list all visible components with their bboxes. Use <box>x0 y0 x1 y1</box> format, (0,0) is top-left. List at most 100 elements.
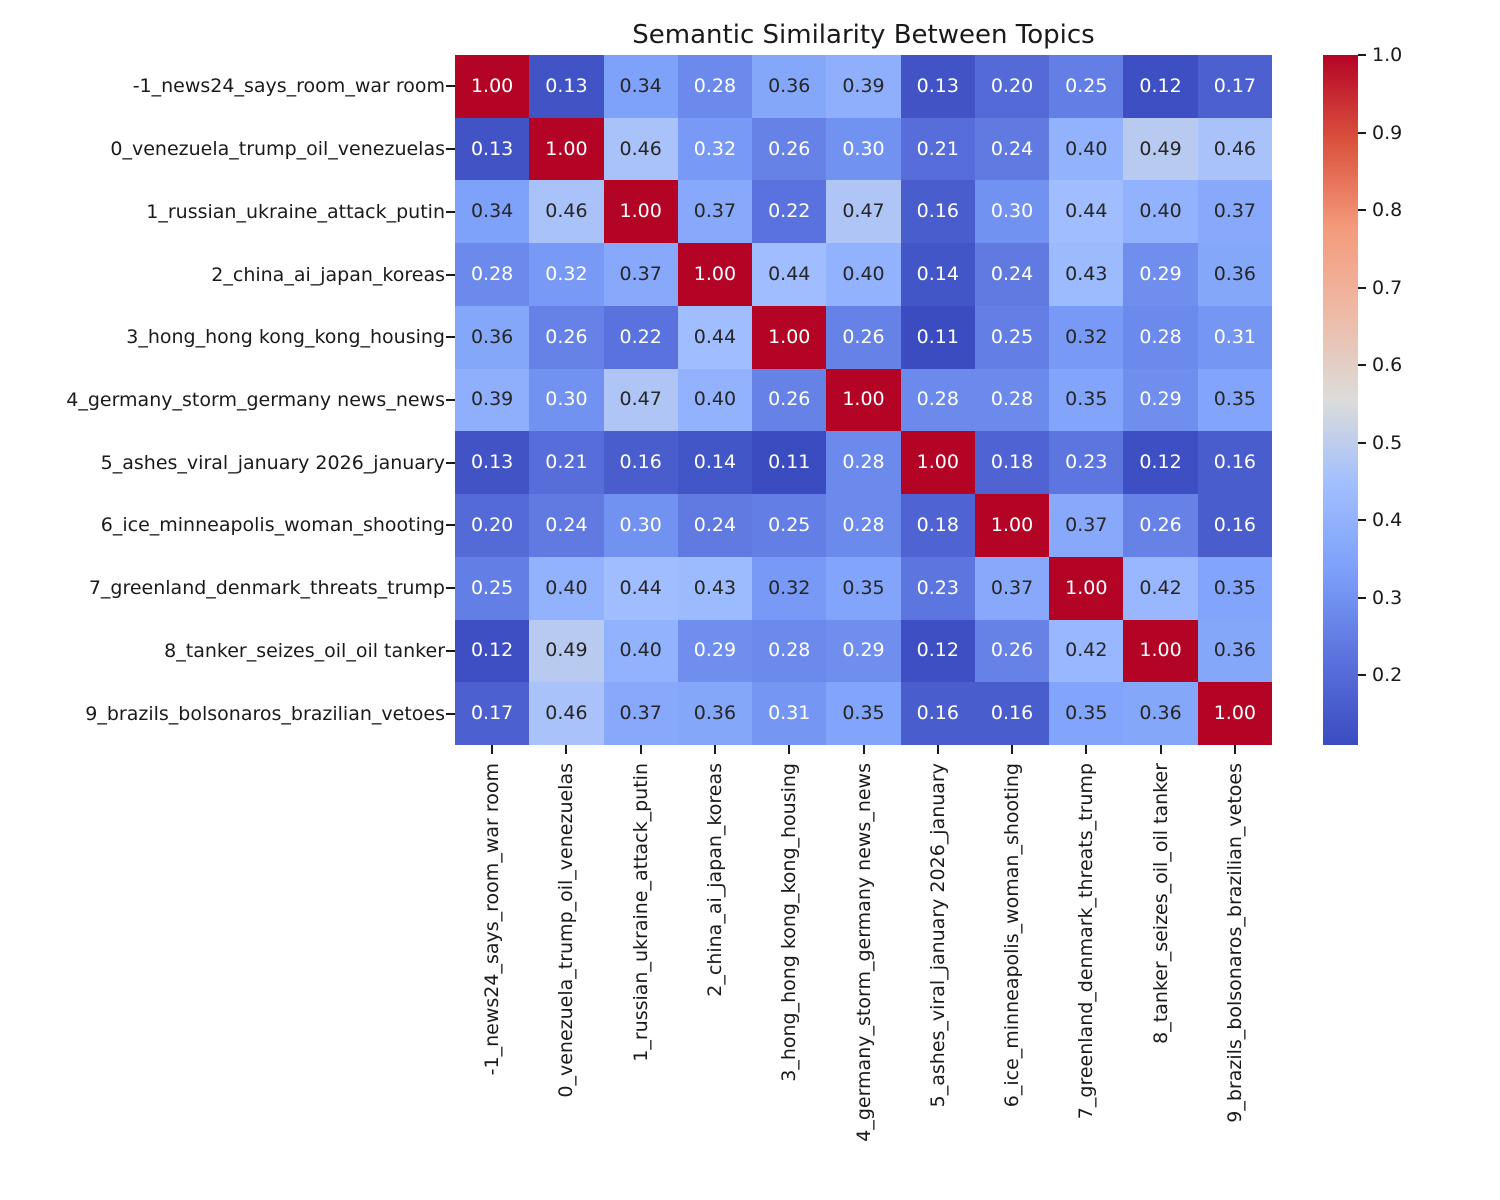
heatmap-cell: 0.18 <box>974 431 1050 495</box>
heatmap-cell: 0.28 <box>826 431 901 495</box>
heatmap-cell: 0.40 <box>677 368 753 432</box>
heatmap-cell: 0.26 <box>752 117 827 181</box>
heatmap-cell: 0.30 <box>603 494 678 557</box>
heatmap-cell: 0.36 <box>677 682 753 745</box>
heatmap-cell: 0.32 <box>677 117 753 181</box>
x-tick-mark <box>1011 745 1014 754</box>
heatmap-cell: 0.23 <box>900 556 975 620</box>
heatmap-cell: 0.13 <box>455 117 530 181</box>
heatmap-cell: 1.00 <box>455 55 530 118</box>
heatmap-cell: 0.17 <box>1197 55 1272 118</box>
heatmap-cell: 0.28 <box>974 368 1050 432</box>
heatmap-cell: 0.28 <box>826 494 901 557</box>
heatmap-cell: 0.36 <box>1197 243 1272 306</box>
colorbar-tick-mark <box>1358 364 1366 367</box>
heatmap-cell: 0.25 <box>1049 55 1124 118</box>
heatmap-cell: 0.46 <box>1197 117 1272 181</box>
colorbar-tick-mark <box>1358 674 1366 677</box>
heatmap-cell: 0.44 <box>1049 180 1124 244</box>
y-tick-label: 1_russian_ukraine_attack_putin <box>146 200 445 223</box>
heatmap-cell: 0.26 <box>752 368 827 432</box>
heatmap-cell: 0.40 <box>529 556 604 620</box>
y-tick-label: 9_brazils_bolsonaros_brazilian_vetoes <box>85 702 445 725</box>
heatmap-cell: 0.29 <box>1123 368 1198 432</box>
heatmap-cell: 0.32 <box>1049 305 1124 369</box>
heatmap-cell: 0.29 <box>677 619 753 683</box>
heatmap-cell: 0.26 <box>826 305 901 369</box>
y-tick-mark <box>446 85 455 88</box>
x-tick-mark <box>1159 745 1162 754</box>
heatmap-cell: 0.35 <box>826 556 901 620</box>
heatmap-cell: 0.36 <box>455 305 530 369</box>
heatmap-cell: 0.36 <box>1123 682 1198 745</box>
heatmap-cell: 0.37 <box>603 243 678 306</box>
colorbar-tick-label: 0.9 <box>1372 121 1403 144</box>
heatmap-cell: 0.17 <box>455 682 530 745</box>
heatmap-cell: 0.21 <box>900 117 975 181</box>
x-tick-label: -1_news24_says_room_war room <box>481 763 504 1076</box>
heatmap-cell: 1.00 <box>1197 682 1272 745</box>
heatmap-cell: 0.30 <box>974 180 1050 244</box>
x-tick-label: 7_greenland_denmark_threats_trump <box>1075 763 1098 1120</box>
heatmap-cell: 0.13 <box>900 55 975 118</box>
heatmap-grid: 1.00 0.13 0.34 0.28 0.36 0.39 0.13 0.20 0.25 0.12… <box>455 55 1272 745</box>
heatmap-cell: 0.44 <box>752 243 827 306</box>
heatmap-cell: 0.35 <box>826 682 901 745</box>
heatmap-cell: 0.44 <box>603 556 678 620</box>
heatmap-cell: 0.28 <box>455 243 530 306</box>
heatmap-cell: 1.00 <box>974 494 1050 557</box>
x-tick-mark <box>862 745 865 754</box>
colorbar-tick-label: 0.3 <box>1372 586 1403 609</box>
chart-title: Semantic Similarity Between Topics <box>632 20 1095 50</box>
heatmap-cell: 0.40 <box>826 243 901 306</box>
heatmap-cell: 0.20 <box>455 494 530 557</box>
heatmap-cell: 0.32 <box>752 556 827 620</box>
y-tick-mark <box>446 587 455 590</box>
heatmap-cell: 0.49 <box>529 619 604 683</box>
heatmap-cell: 0.43 <box>677 556 753 620</box>
heatmap-cell: 0.16 <box>1197 494 1272 557</box>
x-tick-mark <box>639 745 642 754</box>
heatmap-cell: 0.14 <box>677 431 753 495</box>
heatmap-cell: 0.37 <box>1197 180 1272 244</box>
x-tick-label: 9_brazils_bolsonaros_brazilian_vetoes <box>1223 763 1246 1123</box>
x-tick-label: 8_tanker_seizes_oil_oil tanker <box>1149 763 1172 1044</box>
heatmap-cell: 0.26 <box>529 305 604 369</box>
colorbar-tick-label: 0.6 <box>1372 354 1403 377</box>
heatmap-cell: 0.21 <box>529 431 604 495</box>
heatmap-cell: 0.29 <box>1123 243 1198 306</box>
heatmap-cell: 0.35 <box>1049 682 1124 745</box>
heatmap-cell: 0.35 <box>1197 368 1272 432</box>
heatmap-cell: 0.34 <box>455 180 530 244</box>
heatmap-cell: 0.20 <box>974 55 1050 118</box>
colorbar-tick-mark <box>1358 441 1366 444</box>
y-tick-label: 8_tanker_seizes_oil_oil tanker <box>164 639 445 662</box>
y-tick-label: -1_news24_says_room_war room <box>132 75 445 98</box>
x-tick-label: 4_germany_storm_germany news_news <box>852 763 875 1142</box>
colorbar-tick-mark <box>1358 131 1366 134</box>
x-tick-label: 1_russian_ukraine_attack_putin <box>629 763 652 1062</box>
heatmap-cell: 0.24 <box>529 494 604 557</box>
heatmap-cell: 0.28 <box>1123 305 1198 369</box>
y-tick-mark <box>446 524 455 527</box>
heatmap-cell: 0.16 <box>974 682 1050 745</box>
y-tick-mark <box>446 210 455 213</box>
heatmap-cell: 0.28 <box>677 55 753 118</box>
y-tick-label: 6_ice_minneapolis_woman_shooting <box>100 514 445 537</box>
heatmap-cell: 0.30 <box>529 368 604 432</box>
heatmap-cell: 0.30 <box>826 117 901 181</box>
colorbar-tick-label: 0.2 <box>1372 664 1403 687</box>
x-tick-label: 3_hong_hong kong_kong_housing <box>778 763 801 1082</box>
heatmap-cell: 1.00 <box>1123 619 1198 683</box>
y-tick-label: 4_germany_storm_germany news_news <box>66 389 445 411</box>
heatmap-cell: 0.44 <box>677 305 753 369</box>
heatmap-cell: 0.26 <box>974 619 1050 683</box>
heatmap-cell: 0.28 <box>900 368 975 432</box>
heatmap-cell: 0.25 <box>974 305 1050 369</box>
heatmap-cell: 0.16 <box>1197 431 1272 495</box>
heatmap-cell: 1.00 <box>603 180 678 244</box>
heatmap-cell: 0.26 <box>1123 494 1198 557</box>
heatmap-cell: 0.29 <box>826 619 901 683</box>
colorbar-tick-mark <box>1358 286 1366 289</box>
